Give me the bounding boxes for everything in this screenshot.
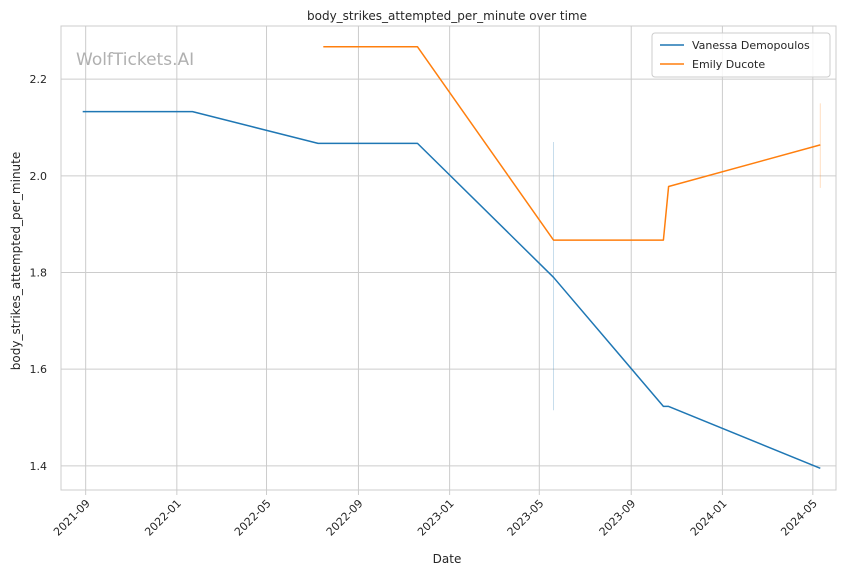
watermark: WolfTickets.AI bbox=[76, 50, 194, 70]
legend-label: Vanessa Demopoulos bbox=[692, 39, 810, 52]
plot-background bbox=[61, 26, 836, 490]
series-line bbox=[323, 46, 821, 241]
y-tick-label: 2.0 bbox=[30, 170, 48, 183]
series-line bbox=[82, 110, 821, 469]
legend-box bbox=[651, 32, 831, 78]
y-tick-label: 1.4 bbox=[30, 460, 48, 473]
legend-items: Vanessa Demopoulos Emily Ducote bbox=[660, 39, 810, 71]
plot-area: WolfTickets.AI bbox=[60, 25, 837, 491]
y-tick-label: 2.2 bbox=[30, 73, 48, 86]
legend-label: Emily Ducote bbox=[692, 58, 765, 71]
legend: Vanessa Demopoulos Emily Ducote bbox=[651, 32, 831, 78]
series-lines bbox=[82, 46, 821, 469]
grid bbox=[61, 26, 836, 490]
plot-frame bbox=[60, 25, 837, 491]
y-axis-ticks: 1.4 1.6 1.8 2.0 2.2 bbox=[30, 73, 48, 473]
y-tick-label: 1.8 bbox=[30, 267, 48, 280]
y-axis-title: body_strikes_attempted_per_minute bbox=[9, 152, 23, 370]
y-tick-label: 1.6 bbox=[30, 363, 48, 376]
chart-title: body_strikes_attempted_per_minute over t… bbox=[307, 9, 587, 23]
x-axis-title: Date bbox=[433, 552, 462, 566]
